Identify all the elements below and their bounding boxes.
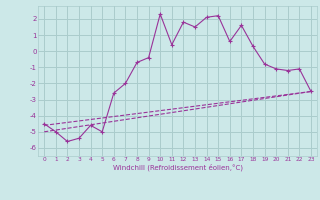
X-axis label: Windchill (Refroidissement éolien,°C): Windchill (Refroidissement éolien,°C)	[113, 164, 243, 171]
